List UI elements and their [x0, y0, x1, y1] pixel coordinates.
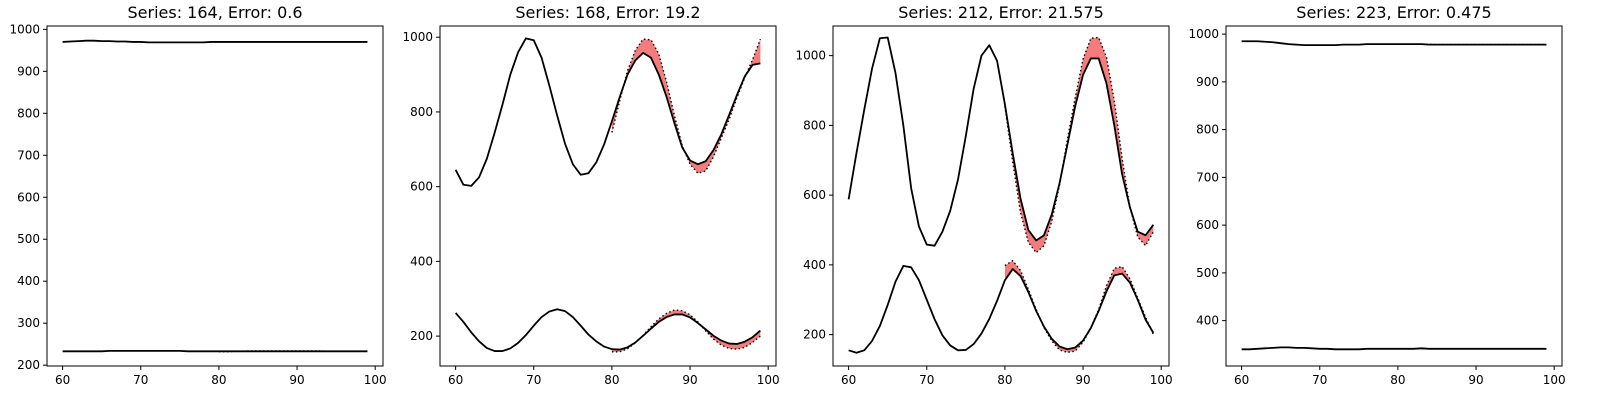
x-tick-label: 60 [841, 373, 856, 387]
predicted-line-series-2 [218, 350, 368, 353]
x-tick-label: 100 [1150, 373, 1173, 387]
actual-line-series-2 [848, 265, 1155, 354]
predicted-line-series-2 [611, 309, 761, 353]
x-tick-label: 70 [919, 373, 934, 387]
actual-line-series-2 [454, 308, 761, 352]
x-tick-label: 90 [1075, 373, 1090, 387]
y-tick-label: 600 [17, 190, 40, 204]
y-tick-label: 800 [410, 105, 433, 119]
x-tick-label: 90 [1468, 373, 1483, 387]
x-tick-label: 100 [1543, 373, 1566, 387]
chart-panel-2: Series: 168, Error: 19.2 60 70 80 90 100 200 40… [402, 3, 779, 387]
y-tick-label: 900 [17, 64, 40, 78]
actual-line-series-1 [1241, 40, 1547, 46]
x-tick-label: 80 [997, 373, 1012, 387]
axes-frame [832, 25, 1170, 367]
y-tick-label: 400 [1196, 314, 1219, 328]
x-tick-label: 100 [757, 373, 780, 387]
actual-line-series-1 [62, 39, 368, 44]
predicted-line-series-2 [1004, 259, 1155, 354]
x-tick-label: 70 [526, 373, 541, 387]
chart-title: Series: 164, Error: 0.6 [127, 3, 302, 22]
y-tick-label: 600 [1196, 218, 1219, 232]
x-tick-label: 70 [133, 373, 148, 387]
x-tick-label: 90 [682, 373, 697, 387]
y-tick-label: 600 [410, 180, 433, 194]
x-tick-label: 100 [364, 373, 387, 387]
predicted-line-series-1 [1004, 36, 1154, 254]
axes-frame [46, 25, 384, 367]
y-tick-label: 800 [1196, 123, 1219, 137]
y-tick-label: 500 [17, 232, 40, 246]
error-band-series-1 [1004, 37, 1154, 253]
y-tick-label: 400 [17, 274, 40, 288]
y-tick-label: 800 [803, 118, 826, 132]
y-tick-label: 300 [17, 316, 40, 330]
actual-line-series-2 [1241, 346, 1547, 351]
y-tick-label: 1000 [402, 30, 433, 44]
y-tick-label: 1000 [1188, 27, 1219, 41]
chart-panel-1: Series: 164, Error: 0.6 60 70 80 90 100 200 300… [9, 3, 386, 387]
chart-title: Series: 223, Error: 0.475 [1296, 3, 1491, 22]
actual-line-series-1 [847, 36, 1155, 247]
x-tick-label: 80 [604, 373, 619, 387]
y-tick-label: 700 [1196, 170, 1219, 184]
axes-frame [1225, 25, 1563, 367]
y-tick-label: 400 [410, 254, 433, 268]
x-tick-label: 80 [1390, 373, 1405, 387]
x-tick-label: 70 [1312, 373, 1327, 387]
y-tick-label: 200 [410, 329, 433, 343]
x-tick-label: 90 [289, 373, 304, 387]
actual-line-series-1 [454, 37, 761, 187]
x-tick-label: 60 [55, 373, 70, 387]
error-band-series-2 [1004, 260, 1154, 353]
y-tick-label: 400 [803, 258, 826, 272]
y-tick-label: 800 [17, 106, 40, 120]
y-tick-label: 1000 [795, 49, 826, 63]
y-tick-label: 700 [17, 148, 40, 162]
chart-title: Series: 212, Error: 21.575 [898, 3, 1104, 22]
y-tick-label: 500 [1196, 266, 1219, 280]
y-tick-label: 200 [803, 328, 826, 342]
x-tick-label: 60 [448, 373, 463, 387]
y-tick-label: 900 [1196, 75, 1219, 89]
x-tick-label: 80 [211, 373, 226, 387]
chart-panel-3: Series: 212, Error: 21.575 60 70 80 90 100 200… [795, 3, 1172, 387]
y-tick-label: 1000 [9, 22, 40, 36]
y-tick-label: 200 [17, 358, 40, 372]
chart-title: Series: 168, Error: 19.2 [515, 3, 700, 22]
axes-frame [439, 25, 777, 367]
x-tick-label: 60 [1234, 373, 1249, 387]
chart-panel-4: Series: 223, Error: 0.475 60 70 80 90 100 400 5… [1188, 3, 1565, 387]
y-tick-label: 600 [803, 188, 826, 202]
